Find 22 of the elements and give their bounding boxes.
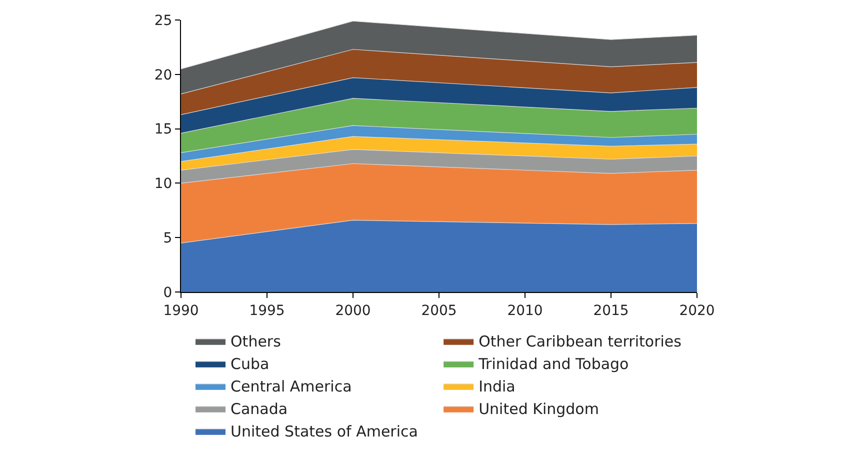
- x-tick-label: 2005: [421, 302, 457, 319]
- legend-label: Others: [230, 332, 282, 351]
- legend-label: United Kingdom: [478, 400, 599, 418]
- y-tick-label: 10: [154, 176, 172, 192]
- x-tick-label: 2015: [593, 302, 629, 319]
- x-tick-label: 1990: [163, 302, 199, 319]
- y-tick-label: 20: [154, 67, 172, 84]
- legend-label: Canada: [230, 400, 288, 418]
- y-tick-label: 5: [163, 230, 172, 246]
- legend-label: Other Caribbean territories: [478, 332, 682, 351]
- x-tick-label: 2010: [507, 302, 543, 319]
- x-tick-label: 1995: [249, 302, 285, 319]
- y-tick-label: 25: [154, 12, 172, 29]
- legend-label: India: [478, 378, 516, 396]
- x-tick-label: 2020: [679, 302, 715, 319]
- y-tick-label: 0: [163, 284, 172, 301]
- legend-label: Trinidad and Tobago: [478, 355, 629, 374]
- legend-label: Central America: [230, 378, 352, 396]
- x-tick-label: 2000: [335, 302, 371, 319]
- legend-label: United States of America: [230, 422, 418, 441]
- legend-label: Cuba: [230, 355, 270, 374]
- y-tick-label: 15: [154, 122, 172, 138]
